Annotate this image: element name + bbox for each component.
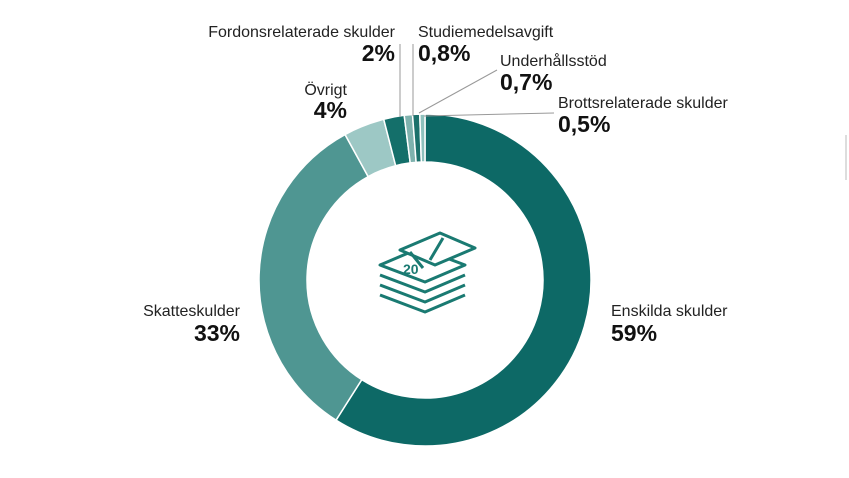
slice-value-label: 59% xyxy=(611,320,657,346)
slice xyxy=(419,113,426,163)
leader-line xyxy=(418,69,498,114)
slice-value-label: 33% xyxy=(194,320,240,346)
leader-line xyxy=(423,112,555,117)
slice-value-label: 0,8% xyxy=(418,40,470,66)
slice-name: Enskilda skulder xyxy=(611,303,728,320)
slice-value-label: 4% xyxy=(314,97,347,123)
slice-name: Underhållsstöd xyxy=(500,52,607,70)
slice-name: Studiemedelsavgift xyxy=(418,24,554,41)
slice-value-label: 0,5% xyxy=(558,111,610,137)
slice-name: Fordonsrelaterade skulder xyxy=(208,24,395,41)
slice-name: Övrigt xyxy=(304,81,347,99)
donut xyxy=(258,113,592,447)
slice-name: Brottsrelaterade skulder xyxy=(558,95,729,112)
slice xyxy=(258,133,370,422)
money-icon: 20 xyxy=(378,231,477,314)
slice xyxy=(335,113,592,447)
slice-value-label: 0,7% xyxy=(500,69,552,95)
slice-value-label: 2% xyxy=(362,40,395,66)
svg-text:20: 20 xyxy=(403,261,419,277)
slice-name: Skatteskulder xyxy=(143,303,241,320)
